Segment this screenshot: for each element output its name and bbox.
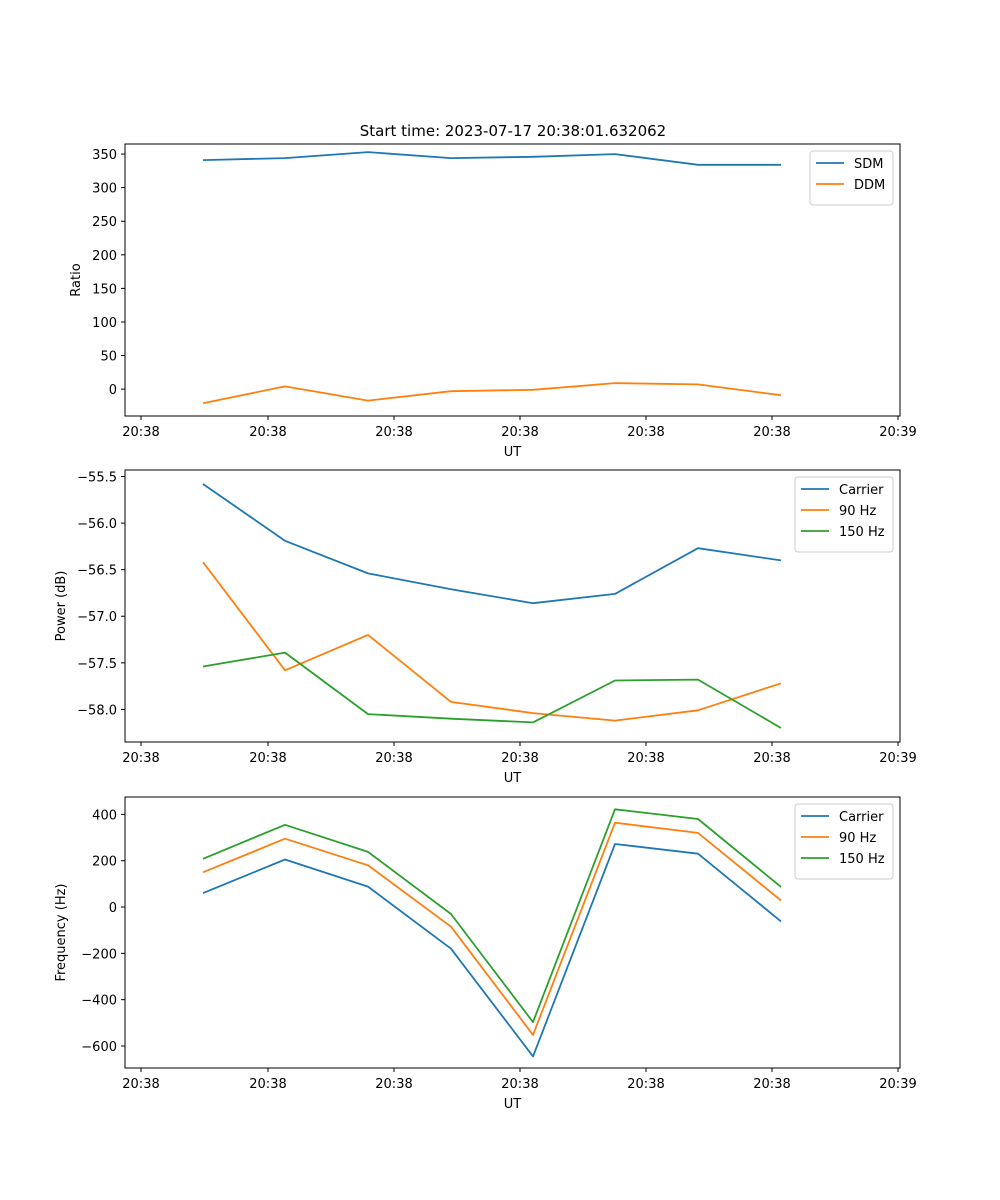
axes-frame: [124, 469, 901, 743]
x-tick-label: 20:38: [249, 751, 286, 766]
y-tick-label: 250: [92, 215, 117, 230]
subplot-2: 20:38 20:38 20:38 20:38 20:38 20:38 20:39 −58.0…: [54, 469, 917, 786]
y-tick-label: −57.0: [77, 610, 117, 625]
series-line-sdm: [202, 151, 781, 166]
x-tick-label: 20:38: [375, 425, 412, 440]
y-tick-label: 150: [92, 282, 117, 297]
x-tick-label: 20:38: [753, 751, 790, 766]
y-tick-label: 200: [92, 249, 117, 264]
y-tick-label: −56.5: [77, 564, 117, 579]
y-tick-label: −56.0: [77, 517, 117, 532]
x-tick-label: 20:38: [122, 1077, 159, 1092]
y-tick-label: 50: [100, 350, 117, 365]
y-tick-label: −600: [81, 1040, 117, 1055]
series-line-ddm: [202, 382, 782, 405]
legend: Carrier 90 Hz 150 Hz: [794, 803, 894, 880]
y-axis-label: Ratio: [69, 263, 84, 296]
y-tick-label: −58.0: [77, 703, 117, 718]
y-tick-label: −200: [81, 947, 117, 962]
x-tick-label: 20:38: [249, 1077, 286, 1092]
y-tick-label: 200: [92, 855, 117, 870]
legend: SDM DDM: [809, 150, 894, 206]
legend-box: [794, 476, 894, 553]
series-line-90-hz: [202, 561, 782, 722]
legend-label: 90 Hz: [839, 831, 876, 846]
series-line-150-hz: [202, 808, 782, 1023]
subplot-1: 20:38 20:38 20:38 20:38 20:38 20:38 20:39 0 50 10…: [69, 143, 917, 460]
x-tick-label: 20:38: [501, 1077, 538, 1092]
y-axis-label: Power (dB): [54, 571, 69, 642]
series-line-150-hz: [202, 651, 782, 729]
legend: Carrier 90 Hz 150 Hz: [794, 476, 894, 553]
axes-frame: [124, 143, 901, 417]
legend-label: Carrier: [839, 483, 884, 498]
x-tick-label: 20:38: [375, 751, 412, 766]
legend-label: SDM: [854, 157, 883, 172]
y-tick-label: −400: [81, 994, 117, 1009]
series-line-carrier: [202, 843, 782, 1058]
series-line-90-hz: [202, 821, 782, 1036]
x-tick-label: 20:39: [879, 751, 916, 766]
y-tick-label: 350: [92, 148, 117, 163]
legend-label: 150 Hz: [839, 852, 885, 867]
x-tick-label: 20:38: [627, 425, 664, 440]
axes-frame: [124, 796, 901, 1069]
x-tick-label: 20:38: [375, 1077, 412, 1092]
x-tick-label: 20:39: [879, 425, 916, 440]
y-tick-label: −55.5: [77, 471, 117, 486]
x-axis-label: UT: [504, 445, 522, 460]
subplot-3: 20:38 20:38 20:38 20:38 20:38 20:38 20:39 −600 −…: [54, 796, 917, 1112]
y-tick-label: 0: [109, 383, 117, 398]
legend-box: [794, 803, 894, 880]
y-axis-label: Frequency (Hz): [54, 883, 69, 981]
x-tick-label: 20:38: [122, 751, 159, 766]
y-tick-label: 400: [92, 808, 117, 823]
legend-label: Carrier: [839, 810, 884, 825]
x-tick-label: 20:38: [627, 1077, 664, 1092]
x-tick-label: 20:38: [501, 425, 538, 440]
x-tick-label: 20:38: [627, 751, 664, 766]
y-tick-label: 0: [109, 901, 117, 916]
subplots: 20:38 20:38 20:38 20:38 20:38 20:38 20:39 0 50 10…: [54, 143, 917, 1112]
series-line-carrier: [202, 483, 782, 605]
x-tick-label: 20:38: [753, 1077, 790, 1092]
x-tick-label: 20:38: [501, 751, 538, 766]
legend-label: 150 Hz: [839, 525, 885, 540]
figure-title: Start time: 2023-07-17 20:38:01.632062: [360, 122, 666, 140]
x-axis-label: UT: [504, 771, 522, 786]
legend-label: DDM: [854, 178, 885, 193]
x-axis-label: UT: [504, 1097, 522, 1112]
y-tick-label: −57.5: [77, 657, 117, 672]
legend-label: 90 Hz: [839, 504, 876, 519]
x-tick-label: 20:39: [879, 1077, 916, 1092]
x-tick-label: 20:38: [249, 425, 286, 440]
legend-box: [809, 150, 894, 206]
x-tick-label: 20:38: [122, 425, 159, 440]
y-tick-label: 300: [92, 182, 117, 197]
x-tick-label: 20:38: [753, 425, 790, 440]
y-tick-label: 100: [92, 316, 117, 331]
